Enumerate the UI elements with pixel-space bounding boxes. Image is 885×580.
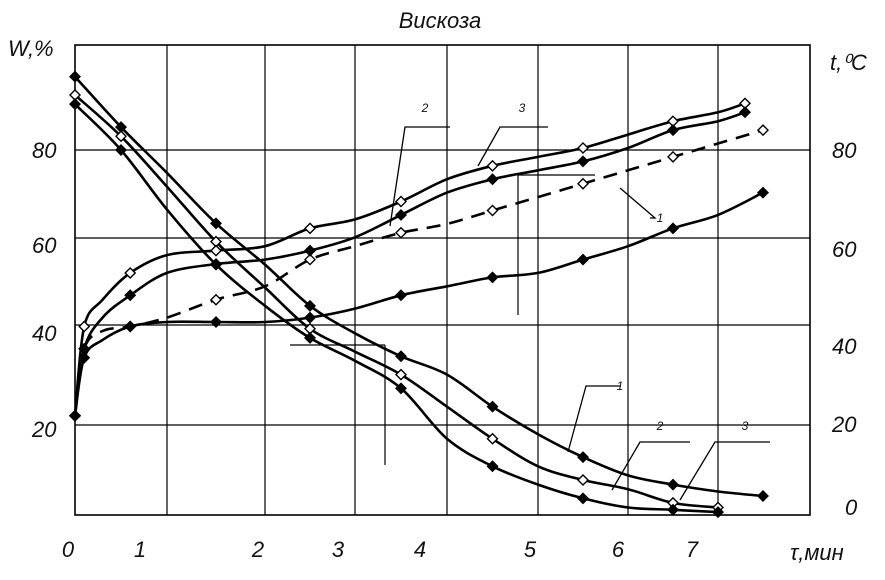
series-3-point-8 — [395, 382, 407, 395]
series-7-point-2 — [78, 342, 91, 355]
series-6-point-2 — [78, 320, 91, 333]
series-7-point-14 — [577, 155, 589, 168]
annotation-leader-5 — [389, 126, 450, 227]
y-right-tick-label-60: 60 — [832, 237, 857, 262]
series-4-point-18 — [757, 124, 769, 137]
x-tick-label-2: 2 — [251, 537, 264, 562]
series-1-point-10 — [486, 400, 499, 413]
series-line-6 — [73, 102, 746, 416]
annotation-label-1: 1 — [617, 379, 624, 393]
series-4-point-14 — [577, 177, 589, 190]
series-4-point-6 — [210, 293, 222, 306]
annotation-label-5: 2 — [421, 101, 429, 115]
grid — [75, 45, 810, 515]
series-7-point-4 — [124, 289, 137, 302]
chart-title: Вискоза — [399, 8, 482, 33]
series-7-point-10 — [395, 208, 407, 221]
plot-border — [74, 44, 811, 516]
series-2-point-2 — [115, 130, 127, 143]
series-2-point-10 — [486, 432, 499, 445]
series-7-point-1 — [69, 409, 81, 422]
series-1-point-1 — [69, 70, 81, 83]
series-5-point-8 — [304, 311, 316, 324]
series-4-point-10 — [395, 226, 407, 239]
series-7-point-18 — [739, 106, 751, 119]
plot-frame — [74, 44, 811, 516]
series-3-point-1 — [69, 98, 81, 111]
series-5-point-4 — [124, 320, 137, 333]
annotation-label-3: 3 — [742, 419, 749, 433]
series-4-point-12 — [486, 204, 499, 217]
series-2-point-12 — [577, 474, 589, 486]
x-tick-label-4: 4 — [414, 537, 426, 562]
series-5-point-12 — [486, 271, 499, 284]
x-tick-label-3: 3 — [332, 537, 345, 562]
axis-ticks: 0 1 2 3 4 5 6 7 20 40 60 80 0 20 40 60 80 — [31, 138, 858, 562]
series-4-point-8 — [304, 253, 316, 266]
series-line-1 — [74, 75, 764, 498]
annotation-leader-6 — [477, 126, 548, 167]
series-3-point-12 — [577, 492, 589, 505]
series-3-point-15 — [712, 506, 724, 519]
annotation-label-4: 1 — [657, 211, 664, 225]
series-line-7 — [73, 111, 746, 416]
series-3-point-2 — [115, 144, 127, 156]
series-5-point-16 — [667, 222, 679, 235]
x-tick-label-6: 6 — [612, 537, 625, 562]
series-7-point-12 — [486, 173, 499, 186]
series-3-point-14 — [667, 503, 679, 516]
series-5-point-6 — [210, 316, 222, 329]
y-right-tick-label-0: 0 — [845, 495, 858, 520]
series-6-point-14 — [577, 142, 589, 154]
series-5-point-10 — [395, 289, 407, 302]
annotation-leader-4 — [619, 187, 657, 219]
annotation-leader-2 — [611, 441, 690, 491]
x-tick-label-7: 7 — [686, 537, 699, 562]
annotations: 1 2 3 1 2 3 — [290, 101, 770, 501]
series-4-point-16 — [667, 150, 679, 163]
x-axis-label: τ,мин — [790, 540, 844, 565]
annotation-label-2: 2 — [656, 419, 664, 433]
series-group — [69, 70, 769, 519]
series-7-point-8 — [304, 244, 316, 257]
y-right-tick-label-20: 20 — [831, 412, 857, 437]
series-1-point-8 — [395, 350, 407, 363]
x-tick-label-1: 1 — [134, 537, 146, 562]
y-left-tick-label-60: 60 — [32, 233, 57, 258]
series-1-point-16 — [757, 490, 769, 503]
series-6-point-8 — [304, 222, 316, 235]
series-1-point-12 — [577, 451, 589, 464]
y-left-tick-label-80: 80 — [32, 138, 57, 163]
annotation-label-6: 3 — [519, 101, 526, 115]
series-2-point-8 — [395, 368, 407, 381]
x-tick-label-5: 5 — [524, 537, 537, 562]
series-6-point-6 — [210, 244, 222, 257]
series-5-point-14 — [577, 253, 589, 266]
y-right-tick-label-80: 80 — [832, 138, 857, 163]
y-left-tick-label-20: 20 — [31, 417, 57, 442]
series-1-point-14 — [667, 478, 679, 491]
series-3-point-10 — [486, 460, 499, 473]
series-7-point-6 — [210, 258, 222, 271]
y-right-axis-label: t,⁰C — [830, 50, 867, 75]
y-right-tick-label-40: 40 — [832, 334, 857, 359]
y-left-axis-label: W,% — [8, 36, 54, 61]
series-6-point-12 — [486, 159, 499, 172]
y-left-tick-label-40: 40 — [32, 321, 57, 346]
annotation-leader-3 — [679, 441, 770, 501]
series-3-point-6 — [304, 331, 316, 344]
series-6-point-4 — [124, 266, 137, 279]
series-5-point-18 — [757, 186, 769, 199]
annotation-leader-1 — [567, 385, 620, 453]
series-6-point-10 — [395, 195, 407, 208]
series-7-point-16 — [667, 124, 679, 137]
x-tick-label-0: 0 — [62, 537, 75, 562]
series-1-point-4 — [210, 217, 222, 230]
series-1-point-6 — [304, 299, 316, 312]
